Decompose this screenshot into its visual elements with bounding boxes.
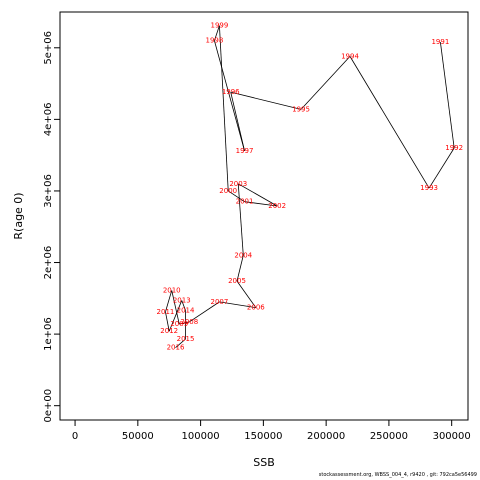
x-axis-title: SSB bbox=[253, 456, 275, 469]
point-label: 2003 bbox=[229, 180, 247, 188]
point-label: 2002 bbox=[268, 202, 286, 210]
x-tick-label: 50000 bbox=[122, 431, 154, 442]
point-label: 2006 bbox=[247, 304, 265, 312]
series-segment bbox=[171, 290, 180, 325]
plot-frame bbox=[59, 11, 469, 421]
y-tick-label: 3e+06 bbox=[43, 174, 54, 208]
series-segment bbox=[214, 40, 245, 151]
series-segment bbox=[165, 290, 173, 313]
point-label: 2016 bbox=[167, 344, 185, 352]
point-label: 2000 bbox=[219, 187, 237, 195]
point-label: 1991 bbox=[431, 38, 449, 46]
x-tick-label: 200000 bbox=[307, 431, 345, 442]
series-segment bbox=[439, 42, 455, 149]
y-tick-label: 2e+06 bbox=[43, 246, 54, 280]
point-label: 1996 bbox=[222, 88, 240, 96]
series-segment bbox=[189, 301, 220, 323]
footer-text: stockassessment.org, WBSS_004_4, r9420 ,… bbox=[318, 472, 477, 478]
point-label: 2010 bbox=[163, 286, 181, 294]
point-label: 2015 bbox=[177, 335, 195, 343]
point-label: 2014 bbox=[177, 306, 195, 314]
x-tick-label: 250000 bbox=[370, 431, 408, 442]
series-segment bbox=[228, 190, 245, 203]
point-label: 2004 bbox=[234, 251, 252, 259]
series-segment bbox=[230, 91, 302, 110]
series-segment bbox=[219, 301, 256, 309]
series-segment bbox=[219, 25, 229, 191]
series-layer bbox=[165, 25, 455, 349]
x-tick-label: 0 bbox=[72, 431, 78, 442]
point-label: 1998 bbox=[205, 37, 223, 45]
series-segment bbox=[300, 56, 351, 110]
series-segment bbox=[238, 183, 278, 207]
y-tick-label: 5e+06 bbox=[43, 31, 54, 65]
series-segment bbox=[236, 280, 257, 308]
series-segment bbox=[349, 56, 430, 189]
series-segment bbox=[236, 255, 244, 282]
point-label: 1995 bbox=[292, 105, 310, 113]
point-label: 1997 bbox=[236, 147, 254, 155]
point-label: 1994 bbox=[341, 52, 359, 60]
y-tick-label: 4e+06 bbox=[43, 103, 54, 137]
x-tick-label: 300000 bbox=[433, 431, 471, 442]
point-label: 2008 bbox=[180, 318, 198, 326]
series-segment bbox=[175, 338, 186, 349]
series-segment bbox=[165, 311, 170, 332]
point-label: 2013 bbox=[173, 296, 191, 304]
y-axis: 0e+00 1e+06 2e+06 3e+06 4e+06 5e+06 bbox=[43, 31, 61, 423]
y-tick-label: 1e+06 bbox=[43, 317, 54, 351]
point-label: 1993 bbox=[420, 184, 438, 192]
point-label: 1992 bbox=[445, 144, 463, 152]
x-tick-label: 150000 bbox=[244, 431, 282, 442]
series-segment bbox=[244, 201, 278, 207]
point-label: 2011 bbox=[157, 308, 175, 316]
point-label: 2007 bbox=[211, 298, 229, 306]
point-label: 1999 bbox=[211, 22, 229, 30]
point-label: 2012 bbox=[160, 327, 178, 335]
point-label: 2009 bbox=[170, 320, 188, 328]
series-segment bbox=[168, 300, 183, 332]
y-axis-title: R(age 0) bbox=[12, 192, 25, 239]
series-segment bbox=[214, 25, 220, 41]
point-label: 2001 bbox=[236, 198, 254, 206]
point-labels: 1991 1992 1993 1994 1995 1996 1997 1998 1999 2000… bbox=[157, 22, 464, 352]
series-segment bbox=[237, 183, 244, 256]
series-segment bbox=[428, 147, 455, 189]
series-segment bbox=[181, 300, 186, 311]
x-tick-label: 100000 bbox=[182, 431, 220, 442]
x-axis: 0 50000 100000 150000 200000 250000 300000 bbox=[72, 419, 471, 442]
series-segment bbox=[179, 321, 190, 325]
point-label: 2005 bbox=[228, 277, 246, 285]
y-tick-label: 0e+00 bbox=[43, 389, 54, 423]
